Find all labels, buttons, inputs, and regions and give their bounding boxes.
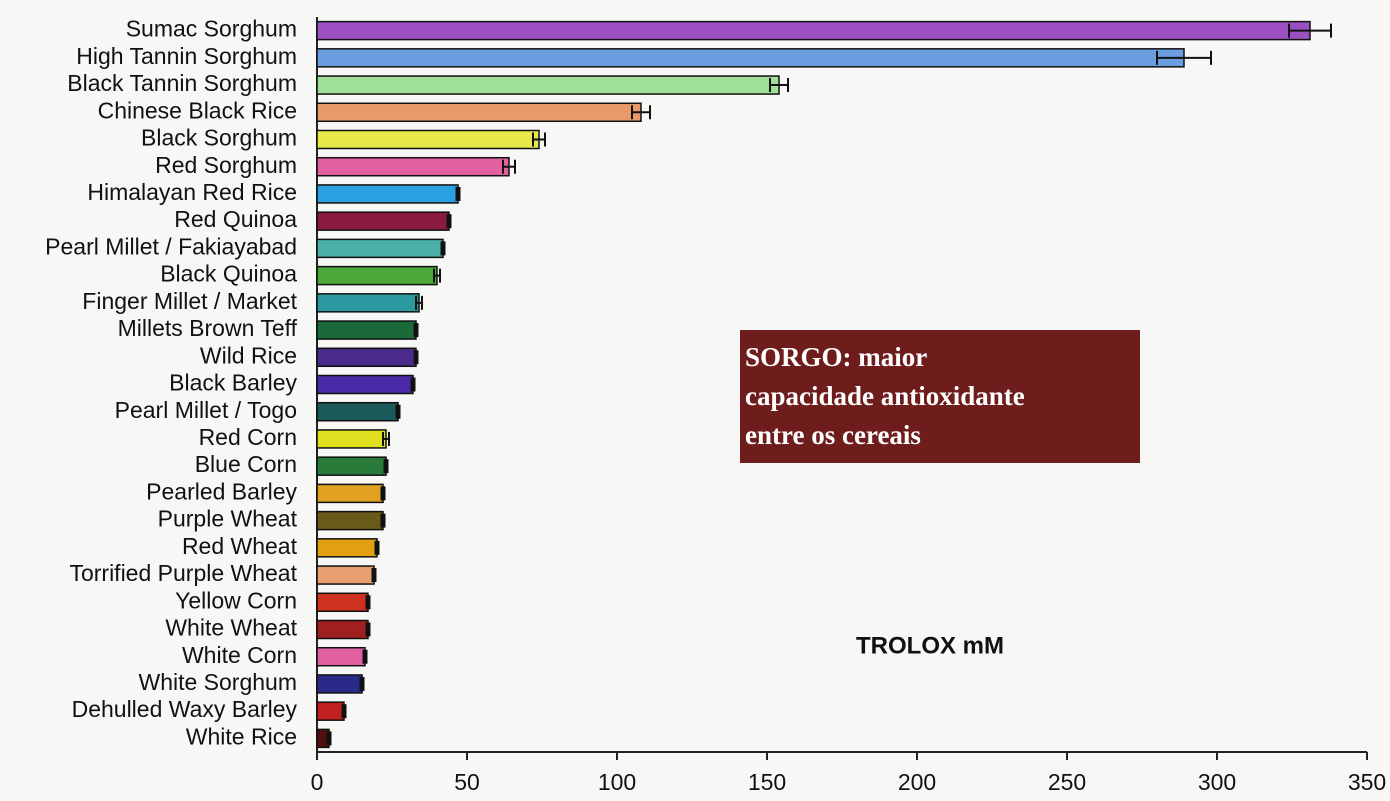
bar [316,483,384,504]
bar [316,565,375,585]
x-tick-label: 350 [1348,769,1386,795]
y-tick-label: Red Wheat [182,533,298,559]
error-bar [382,431,390,446]
y-tick-label: Millets Brown Teff [118,315,298,341]
annotation: SORGO: maior [745,342,927,372]
bar [316,401,399,422]
bar [316,701,345,721]
bar [316,48,1185,68]
error-bar [359,676,365,691]
bar [316,211,450,231]
error-bar [769,78,789,93]
y-tick-label: Pearl Millet / Fakiayabad [45,233,297,259]
bar [316,265,438,286]
error-bar [502,159,516,174]
bar [316,592,369,613]
error-bar [410,377,416,392]
error-bar [395,404,401,419]
y-tick-label: Blue Corn [195,451,297,477]
y-tick-label: Black Tannin Sorghum [67,70,297,96]
x-tick-label: 0 [311,769,324,795]
error-bar [1156,50,1212,65]
y-tick-label: Red Sorghum [155,152,297,178]
x-tick-label: 100 [598,769,636,795]
y-tick-label: White Wheat [165,615,297,641]
y-tick-label: Yellow Corn [175,587,297,613]
bar [316,102,642,123]
error-bar [365,595,371,610]
annotation: entre os cereais [745,420,921,450]
y-tick-label: Black Sorghum [141,125,297,151]
y-tick-label: Finger Millet / Market [82,288,297,314]
error-bar [374,540,380,555]
bar [316,674,363,694]
bar [316,619,369,640]
annotation: capacidade antioxidante [745,381,1025,411]
y-tick-label: White Rice [186,723,297,749]
y-tick-label: Pearl Millet / Togo [115,397,297,423]
bar [316,429,387,449]
x-tick-label: 50 [454,769,480,795]
error-bar [440,241,446,256]
error-bar [326,731,332,746]
error-bar [383,459,389,474]
annotation-box [740,330,1140,463]
x-tick-label: 250 [1048,769,1086,795]
error-bar [1288,23,1332,38]
bar [316,238,444,259]
y-tick-label: Wild Rice [200,342,297,368]
bar [316,347,417,368]
error-bar [446,214,452,229]
bar [316,538,378,558]
x-tick-label: 300 [1198,769,1236,795]
y-tick-label: Black Barley [169,370,297,396]
x-tick-label: 200 [898,769,936,795]
error-bar [532,132,546,147]
bar [316,646,366,667]
error-bar [371,568,377,583]
error-bar [380,513,386,528]
y-tick-label: Pearled Barley [146,478,297,504]
y-tick-label: Himalayan Red Rice [87,179,297,205]
bar [316,20,1311,41]
x-tick-label: 150 [748,769,786,795]
y-tick-label: Dehulled Waxy Barley [72,696,298,722]
error-bar [631,105,651,120]
bar [316,75,780,95]
error-bar [413,323,419,338]
error-bar [380,486,386,501]
bar [316,156,510,177]
y-tick-label: Purple Wheat [158,506,298,532]
bar [316,184,459,204]
bar [316,129,540,150]
bar [316,374,414,395]
y-tick-label: Sumac Sorghum [126,16,297,42]
error-bar [365,622,371,637]
x-axis-label: TROLOX mM [856,632,1004,659]
bar [316,320,417,340]
error-bar [415,295,423,310]
y-tick-label: High Tannin Sorghum [76,43,297,69]
error-bar [341,704,347,719]
y-tick-label: Red Corn [199,424,297,450]
y-tick-label: Black Quinoa [160,261,297,287]
error-bar [362,649,368,664]
y-tick-label: White Corn [182,642,297,668]
error-bar [433,268,441,283]
y-tick-label: Red Quinoa [174,206,297,232]
y-tick-label: White Sorghum [138,669,297,695]
error-bar [413,350,419,365]
y-tick-label: Chinese Black Rice [98,97,297,123]
y-tick-label: Torrified Purple Wheat [69,560,297,586]
error-bar [455,186,461,201]
bar [316,456,387,476]
bar [316,293,420,313]
bar [316,510,384,531]
